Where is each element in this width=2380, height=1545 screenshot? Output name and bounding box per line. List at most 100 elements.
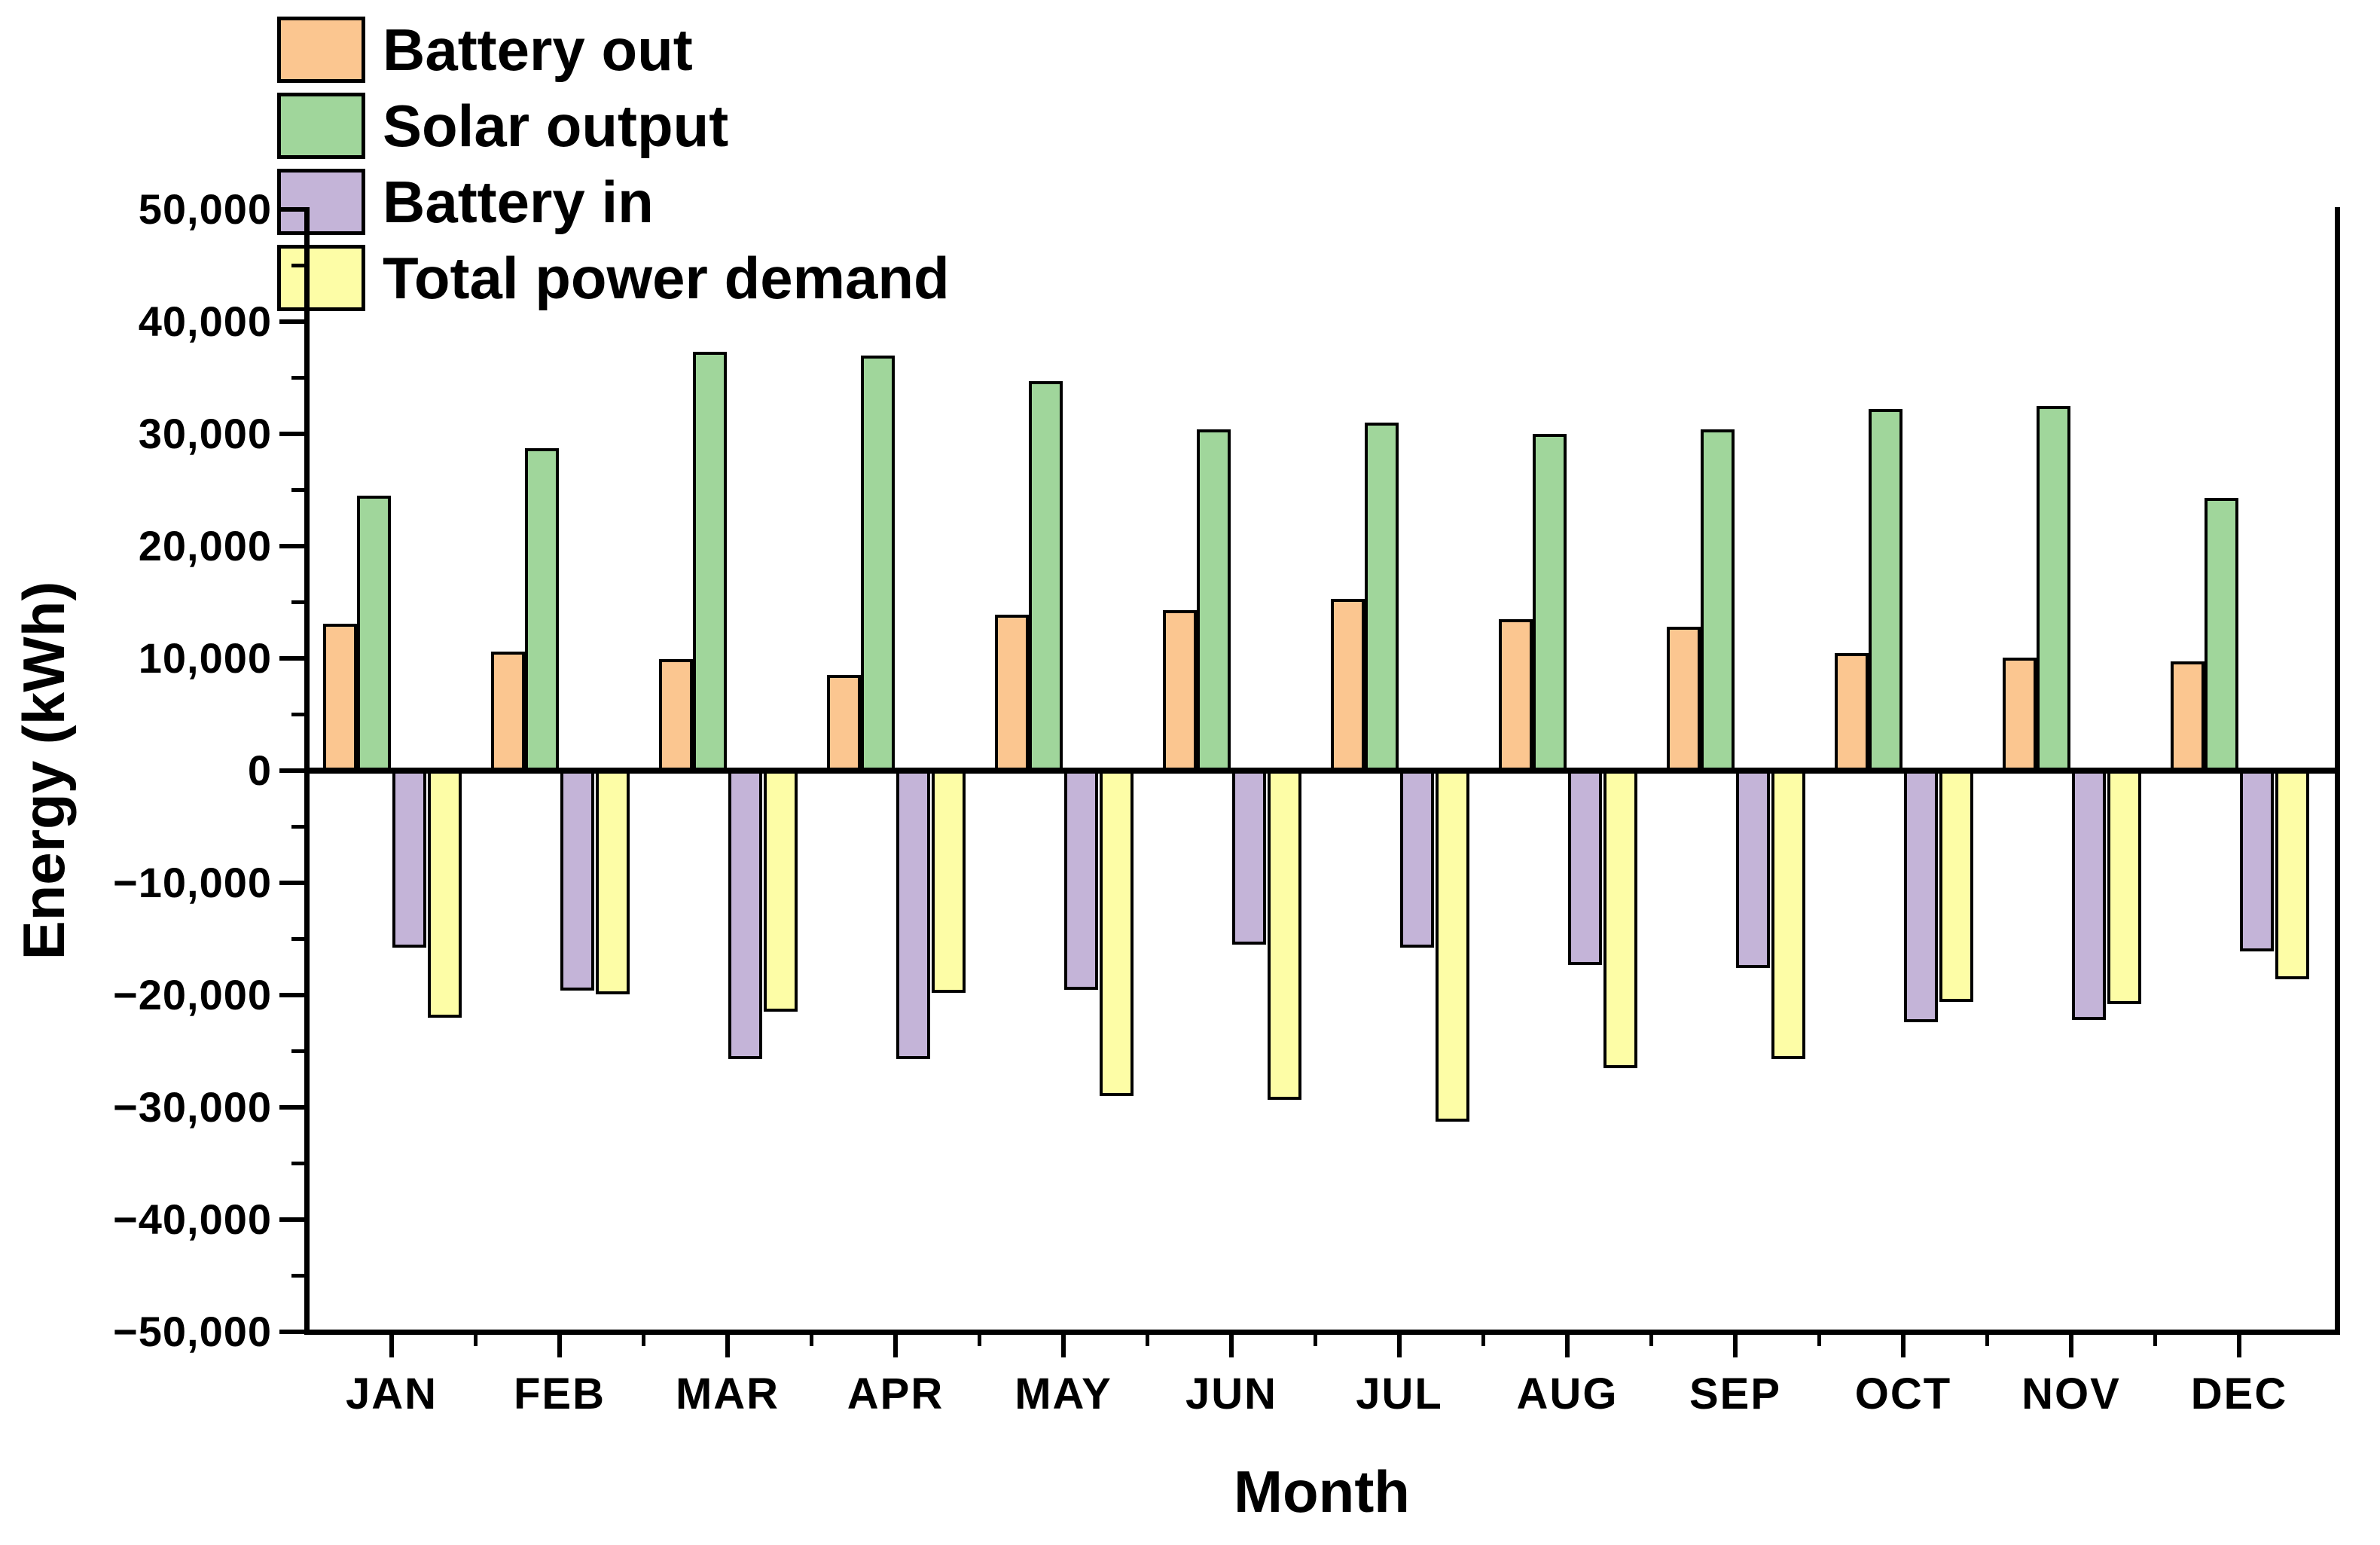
y-major-tick bbox=[279, 656, 307, 661]
bar-battery-out-jun bbox=[1163, 609, 1197, 771]
bar-solar-output-jun bbox=[1197, 429, 1231, 771]
bar-battery-out-oct bbox=[1835, 652, 1869, 771]
bar-solar-output-jul bbox=[1365, 423, 1399, 771]
bar-battery-in-aug bbox=[1568, 771, 1602, 965]
zero-axis-line bbox=[307, 768, 2337, 774]
x-tick-label-jan: JAN bbox=[345, 1369, 438, 1418]
y-minor-tick bbox=[291, 937, 307, 941]
bar-battery-in-dec bbox=[2240, 771, 2274, 951]
y-minor-tick bbox=[291, 376, 307, 380]
x-minor-tick bbox=[1985, 1332, 1989, 1346]
x-tick-label-sep: SEP bbox=[1689, 1369, 1782, 1418]
x-axis-title: Month bbox=[1234, 1458, 1410, 1525]
x-minor-tick bbox=[1481, 1332, 1485, 1346]
y-minor-tick bbox=[291, 1162, 307, 1165]
bar-solar-output-oct bbox=[1869, 409, 1902, 771]
x-major-tick bbox=[1565, 1332, 1570, 1357]
y-minor-tick bbox=[291, 1049, 307, 1053]
bar-battery-in-feb bbox=[560, 771, 594, 991]
bottom-spine bbox=[304, 1329, 2340, 1335]
x-tick-label-jul: JUL bbox=[1356, 1369, 1443, 1418]
x-major-tick bbox=[2069, 1332, 2073, 1357]
y-minor-tick bbox=[291, 825, 307, 829]
bar-total-power-demand-oct bbox=[1939, 771, 1973, 1002]
legend-label: Battery in bbox=[383, 169, 654, 235]
bar-battery-in-jan bbox=[392, 771, 426, 948]
y-tick-label: 40,000 bbox=[138, 298, 272, 345]
x-tick-label-may: MAY bbox=[1015, 1369, 1112, 1418]
y-major-tick bbox=[279, 1217, 307, 1222]
y-minor-tick bbox=[291, 713, 307, 716]
y-major-tick bbox=[279, 881, 307, 885]
y-major-tick bbox=[279, 544, 307, 548]
legend-swatch bbox=[277, 17, 365, 83]
legend-label: Total power demand bbox=[383, 245, 950, 311]
bar-total-power-demand-aug bbox=[1603, 771, 1637, 1068]
x-tick-label-mar: MAR bbox=[675, 1369, 780, 1418]
bar-solar-output-aug bbox=[1533, 434, 1567, 771]
y-tick-label: 30,000 bbox=[138, 410, 272, 457]
bar-battery-in-mar bbox=[728, 771, 762, 1059]
y-tick-label: −50,000 bbox=[113, 1308, 272, 1355]
right-spine bbox=[2334, 207, 2340, 1334]
bar-total-power-demand-jul bbox=[1436, 771, 1469, 1122]
bar-total-power-demand-jan bbox=[428, 771, 462, 1018]
bar-battery-out-mar bbox=[659, 659, 693, 771]
bar-total-power-demand-feb bbox=[596, 771, 630, 994]
bar-battery-out-dec bbox=[2171, 661, 2205, 771]
bar-solar-output-apr bbox=[861, 355, 895, 771]
x-major-tick bbox=[1901, 1332, 1906, 1357]
x-minor-tick bbox=[978, 1332, 981, 1346]
y-tick-label: 20,000 bbox=[138, 522, 272, 569]
bar-total-power-demand-mar bbox=[764, 771, 798, 1012]
x-tick-label-nov: NOV bbox=[2021, 1369, 2121, 1418]
bar-battery-out-jul bbox=[1331, 599, 1365, 771]
bar-solar-output-feb bbox=[525, 448, 559, 771]
x-minor-tick bbox=[474, 1332, 478, 1346]
bar-battery-in-oct bbox=[1904, 771, 1938, 1022]
legend-label: Battery out bbox=[383, 17, 693, 83]
x-major-tick bbox=[1397, 1332, 1402, 1357]
bar-total-power-demand-jun bbox=[1268, 771, 1301, 1100]
y-minor-tick bbox=[291, 264, 307, 267]
y-tick-label: −10,000 bbox=[113, 859, 272, 906]
y-tick-label: −20,000 bbox=[113, 971, 272, 1018]
x-major-tick bbox=[725, 1332, 730, 1357]
bar-solar-output-nov bbox=[2037, 405, 2070, 771]
bar-battery-out-sep bbox=[1667, 627, 1701, 771]
x-tick-label-feb: FEB bbox=[514, 1369, 606, 1418]
y-major-tick bbox=[279, 993, 307, 997]
bar-battery-out-apr bbox=[827, 675, 861, 771]
y-major-tick bbox=[279, 207, 307, 212]
bar-battery-in-may bbox=[1064, 771, 1098, 990]
bar-solar-output-may bbox=[1029, 380, 1063, 771]
bar-total-power-demand-may bbox=[1100, 771, 1134, 1097]
x-minor-tick bbox=[1817, 1332, 1821, 1346]
y-minor-tick bbox=[291, 1274, 307, 1278]
x-major-tick bbox=[2237, 1332, 2241, 1357]
bar-solar-output-sep bbox=[1701, 429, 1735, 771]
x-minor-tick bbox=[1146, 1332, 1149, 1346]
legend-swatch bbox=[277, 245, 365, 311]
bar-battery-out-jan bbox=[323, 623, 357, 771]
x-tick-label-dec: DEC bbox=[2190, 1369, 2288, 1418]
y-tick-label: 10,000 bbox=[138, 634, 272, 682]
bar-solar-output-dec bbox=[2205, 497, 2238, 771]
bar-battery-in-nov bbox=[2072, 771, 2106, 1020]
x-major-tick bbox=[1733, 1332, 1738, 1357]
bar-battery-in-jun bbox=[1232, 771, 1266, 945]
y-major-tick bbox=[279, 432, 307, 436]
y-tick-label: 0 bbox=[247, 747, 272, 794]
bar-solar-output-jan bbox=[357, 495, 391, 771]
y-major-tick bbox=[279, 1330, 307, 1334]
legend-swatch bbox=[277, 93, 365, 159]
bar-battery-out-feb bbox=[491, 652, 525, 771]
y-tick-label: −40,000 bbox=[113, 1195, 272, 1243]
bar-battery-in-sep bbox=[1736, 771, 1770, 969]
y-major-tick bbox=[279, 1105, 307, 1110]
x-tick-label-aug: AUG bbox=[1516, 1369, 1619, 1418]
y-major-tick bbox=[279, 768, 307, 773]
legend-swatch bbox=[277, 169, 365, 235]
